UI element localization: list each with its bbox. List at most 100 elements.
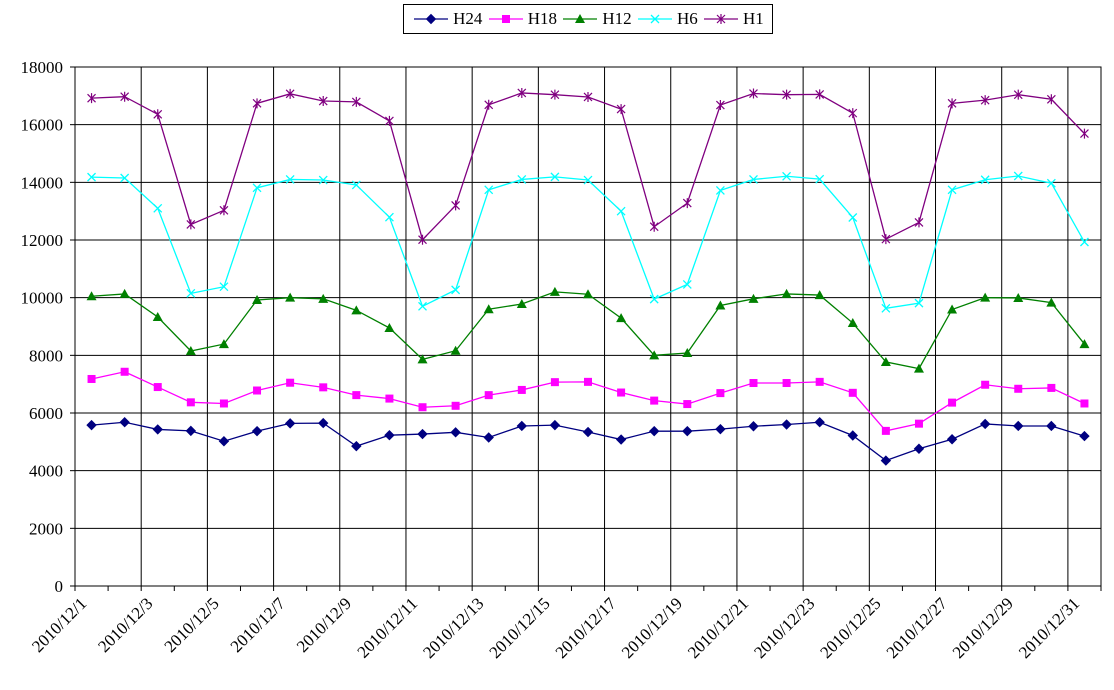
data-point-h18 (1080, 399, 1089, 408)
data-point-h12 (583, 289, 593, 299)
data-point-h6 (815, 174, 825, 184)
x-tick-label: 2010/12/3 (94, 594, 156, 656)
data-point-h1 (682, 198, 692, 209)
data-point-h24 (450, 427, 461, 438)
data-point-h18 (120, 367, 129, 376)
legend-entry-h6: H6 (636, 9, 698, 29)
data-point-h6 (914, 298, 924, 308)
data-point-h12 (1046, 297, 1057, 307)
legend-marker-h12 (575, 14, 586, 23)
data-point-h1 (914, 217, 924, 228)
data-point-h18 (319, 383, 328, 392)
data-point-h1 (285, 88, 295, 99)
x-tick-label: 2010/12/13 (419, 594, 487, 662)
plot-area (74, 66, 1102, 587)
data-point-h24 (549, 419, 561, 431)
x-tick-label: 2010/12/19 (618, 594, 686, 662)
legend-label-h6: H6 (676, 9, 698, 28)
data-point-h18 (550, 378, 559, 387)
data-point-h24 (979, 418, 991, 430)
data-point-h18 (153, 383, 162, 392)
data-point-h18 (948, 398, 957, 407)
x-tick-label: 2010/12/11 (354, 594, 422, 662)
data-point-h18 (352, 391, 361, 400)
data-point-h6 (980, 175, 990, 185)
data-point-h24 (1013, 420, 1024, 432)
data-point-h18 (484, 391, 493, 400)
data-point-h18 (186, 398, 195, 407)
data-point-h24 (913, 443, 925, 454)
data-point-h24 (946, 434, 958, 445)
legend-marker-h24 (425, 13, 437, 25)
legend-label-h12: H12 (602, 9, 632, 28)
legend-swatch-h18 (487, 10, 525, 28)
data-point-h24 (748, 421, 759, 432)
data-point-h18 (219, 399, 228, 408)
data-point-h12 (384, 322, 395, 332)
legend-swatch-h1 (702, 10, 740, 28)
legend-label-h1: H1 (743, 9, 764, 28)
data-point-h6 (252, 183, 262, 193)
data-point-h1 (153, 109, 163, 120)
legend-marker-h18 (501, 15, 510, 23)
data-point-h18 (87, 374, 96, 383)
legend: H24 H18 H12 H6 H1 (403, 4, 773, 34)
data-point-h24 (781, 419, 792, 430)
data-point-h6 (351, 180, 361, 190)
data-point-h18 (1047, 383, 1056, 392)
data-point-h12 (483, 304, 494, 314)
data-point-h18 (716, 389, 725, 398)
data-point-h18 (782, 379, 791, 388)
data-point-h12 (119, 288, 130, 298)
x-tick-label: 2010/12/23 (750, 594, 818, 662)
data-point-h1 (715, 100, 725, 111)
data-point-h18 (451, 401, 460, 410)
data-point-h1 (815, 89, 825, 100)
data-point-h24 (1079, 430, 1090, 442)
data-point-h6 (484, 185, 494, 195)
data-point-h6 (1013, 171, 1023, 181)
data-point-h6 (749, 174, 758, 184)
legend-swatch-h6 (636, 10, 674, 28)
y-tick-label: 14000 (21, 173, 64, 192)
data-point-h12 (152, 311, 163, 321)
data-point-h24 (384, 429, 395, 441)
data-point-h12 (351, 305, 362, 315)
data-point-h1 (384, 115, 394, 126)
x-tick-label: 2010/12/5 (161, 594, 223, 656)
data-point-h24 (284, 418, 296, 429)
data-point-h12 (1079, 339, 1090, 349)
legend-swatch-h24 (412, 10, 450, 28)
data-point-h1 (1080, 128, 1089, 139)
data-point-h12 (880, 356, 891, 366)
data-point-h18 (1014, 384, 1023, 393)
data-point-h6 (682, 279, 692, 289)
data-point-h6 (418, 301, 427, 311)
data-point-h24 (880, 455, 892, 466)
data-point-h12 (748, 293, 759, 303)
data-point-h6 (1046, 178, 1056, 188)
data-point-h1 (517, 87, 527, 98)
data-point-h1 (318, 96, 328, 107)
legend-marker-h1 (716, 14, 726, 24)
data-point-h12 (285, 292, 296, 302)
y-tick-label: 4000 (29, 462, 63, 481)
data-point-h6 (384, 212, 394, 222)
data-point-h18 (418, 403, 427, 412)
data-point-h18 (584, 377, 592, 386)
data-point-h18 (286, 378, 295, 387)
x-tick-label: 2010/12/31 (1015, 594, 1083, 662)
data-point-h1 (881, 234, 891, 245)
y-tick-label: 2000 (29, 519, 63, 538)
data-point-h12 (682, 348, 693, 358)
data-point-h1 (1013, 89, 1023, 100)
data-point-h12 (417, 354, 428, 364)
data-point-h1 (649, 221, 659, 232)
data-point-h24 (152, 424, 163, 435)
data-point-h6 (87, 172, 97, 182)
data-point-h24 (86, 419, 97, 431)
data-point-h6 (715, 185, 725, 195)
data-point-h6 (649, 294, 659, 304)
data-point-h24 (516, 420, 528, 432)
